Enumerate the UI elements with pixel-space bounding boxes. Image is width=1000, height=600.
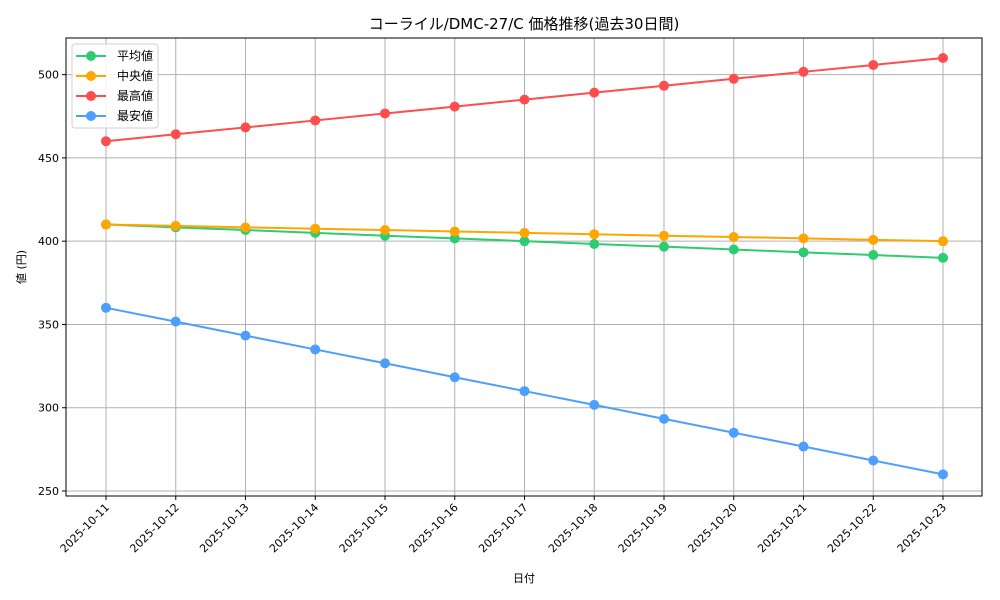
x-tick-label: 2025-10-15: [337, 501, 391, 555]
data-point: [728, 73, 739, 84]
data-point: [798, 441, 809, 452]
x-tick-label: 2025-10-13: [197, 501, 251, 555]
data-point: [659, 241, 669, 252]
y-axis-label: 値 (円): [15, 250, 28, 284]
legend-marker-icon: [86, 71, 96, 81]
data-point: [310, 223, 321, 234]
x-tick-label: 2025-10-18: [546, 501, 600, 555]
legend-item: 中央値: [76, 68, 153, 83]
y-tick-label: 450: [38, 152, 59, 165]
data-point: [101, 219, 111, 230]
data-point: [240, 330, 251, 341]
data-point: [101, 136, 111, 147]
data-point: [659, 80, 669, 91]
x-tick-label: 2025-10-17: [476, 501, 530, 555]
data-point: [310, 115, 321, 126]
legend-marker-icon: [86, 111, 96, 121]
legend-label: 最高値: [117, 88, 153, 103]
x-tick-label: 2025-10-12: [127, 501, 181, 555]
data-point: [449, 226, 460, 237]
legend-item: 平均値: [76, 48, 153, 63]
x-tick-label: 2025-10-22: [825, 501, 879, 555]
y-axis-ticks: 250 300 350 400 450 500: [38, 69, 66, 498]
data-point: [519, 236, 530, 247]
data-point: [240, 222, 251, 233]
data-point: [101, 302, 111, 313]
data-point: [589, 239, 600, 250]
data-point: [519, 94, 530, 105]
legend-label: 平均値: [117, 48, 153, 63]
data-point: [589, 87, 600, 98]
x-tick-label: 2025-10-19: [616, 501, 670, 555]
data-point: [449, 101, 460, 112]
data-point: [380, 108, 390, 119]
data-point: [938, 236, 948, 247]
grid-lines: [66, 38, 982, 496]
series-中央値: [101, 219, 948, 247]
data-series: [101, 52, 948, 480]
legend-label: 中央値: [117, 68, 153, 83]
y-tick-label: 300: [38, 402, 59, 415]
x-axis-ticks: 2025-10-11 2025-10-12 2025-10-13 2025-10-14…: [58, 496, 949, 555]
data-point: [728, 232, 739, 243]
data-point: [868, 455, 879, 466]
data-point: [868, 59, 879, 70]
y-tick-label: 400: [38, 235, 59, 248]
x-tick-label: 2025-10-16: [406, 501, 460, 555]
x-tick-label: 2025-10-23: [895, 501, 949, 555]
data-point: [380, 358, 390, 369]
legend-marker-icon: [86, 51, 96, 61]
data-point: [868, 250, 879, 261]
data-point: [449, 372, 460, 383]
data-point: [798, 247, 809, 258]
data-point: [728, 244, 739, 255]
x-tick-label: 2025-10-11: [58, 501, 112, 555]
data-point: [589, 229, 600, 240]
data-point: [798, 66, 809, 77]
series-最高値: [101, 52, 948, 147]
data-point: [310, 344, 321, 355]
data-point: [659, 413, 669, 424]
x-tick-label: 2025-10-14: [267, 501, 321, 555]
x-tick-label: 2025-10-21: [755, 501, 809, 555]
y-tick-label: 250: [38, 485, 59, 498]
data-point: [380, 225, 390, 236]
data-point: [938, 52, 948, 63]
data-point: [938, 252, 948, 263]
data-point: [938, 469, 948, 480]
data-point: [589, 399, 600, 410]
data-point: [519, 227, 530, 238]
data-point: [798, 233, 809, 244]
x-axis-label: 日付: [513, 572, 535, 585]
chart-title: コーライル/DMC-27/C 価格推移(過去30日間): [369, 15, 680, 33]
data-point: [170, 129, 181, 140]
legend-label: 最安値: [117, 108, 153, 123]
legend-marker-icon: [86, 91, 96, 101]
y-tick-label: 500: [38, 69, 59, 82]
legend-item: 最高値: [76, 88, 153, 103]
data-point: [240, 122, 251, 133]
data-point: [868, 234, 879, 245]
series-最安値: [101, 302, 948, 480]
y-tick-label: 350: [38, 318, 59, 331]
data-point: [519, 386, 530, 397]
data-point: [728, 427, 739, 438]
x-tick-label: 2025-10-20: [685, 501, 739, 555]
data-point: [659, 230, 669, 241]
legend-box: [71, 43, 159, 129]
legend-item: 最安値: [76, 108, 153, 123]
data-point: [170, 220, 181, 231]
data-point: [170, 316, 181, 327]
